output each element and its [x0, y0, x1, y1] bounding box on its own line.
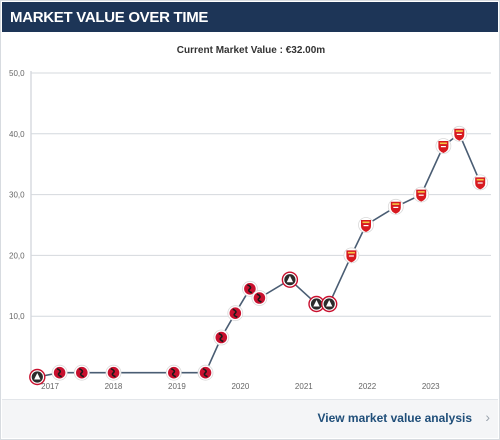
- y-tick-label: 10,0: [9, 312, 25, 321]
- card-title: MARKET VALUE OVER TIME: [10, 9, 209, 26]
- data-point-arsenal-icon[interactable]: [413, 186, 430, 203]
- chevron-right-icon[interactable]: ›: [485, 409, 490, 425]
- data-point-bournemouth-icon[interactable]: [105, 364, 122, 381]
- data-point-bournemouth-icon[interactable]: [227, 305, 244, 322]
- data-point-bournemouth-icon[interactable]: [251, 290, 268, 306]
- x-tick-label: 2018: [105, 382, 123, 391]
- x-tick-label: 2017: [41, 382, 59, 391]
- data-point-arsenal-icon[interactable]: [472, 174, 489, 191]
- data-point-bournemouth-icon[interactable]: [197, 364, 214, 381]
- data-point-arsenal-icon[interactable]: [451, 125, 468, 142]
- data-point-sheffield-united-icon[interactable]: [308, 295, 325, 313]
- x-tick-label: 2021: [295, 382, 313, 391]
- footer-divider: [2, 399, 498, 400]
- card-footer: View market value analysis ›: [2, 400, 498, 438]
- y-tick-label: 20,0: [9, 251, 25, 260]
- data-point-sheffield-united-icon[interactable]: [321, 295, 338, 313]
- data-point-arsenal-icon[interactable]: [358, 217, 374, 233]
- view-market-value-analysis-link[interactable]: View market value analysis: [317, 411, 472, 425]
- data-point-bournemouth-icon[interactable]: [165, 364, 182, 381]
- data-point-bournemouth-icon[interactable]: [73, 364, 90, 381]
- data-point-arsenal-icon[interactable]: [435, 138, 452, 154]
- data-point-sheffield-united-icon[interactable]: [281, 271, 299, 288]
- x-tick-label: 2020: [231, 382, 249, 391]
- x-tick-label: 2019: [168, 382, 186, 391]
- data-point-arsenal-icon[interactable]: [387, 198, 404, 215]
- y-tick-label: 50,0: [9, 69, 25, 78]
- card-header: MARKET VALUE OVER TIME: [2, 2, 498, 32]
- x-tick-label: 2022: [358, 382, 376, 391]
- y-tick-label: 30,0: [9, 191, 25, 200]
- data-point-bournemouth-icon[interactable]: [51, 364, 68, 381]
- current-market-value: Current Market Value : €32.00m: [176, 45, 326, 56]
- data-point-sheffield-united-icon[interactable]: [29, 368, 46, 386]
- x-tick-label: 2023: [422, 382, 440, 391]
- data-point-bournemouth-icon[interactable]: [241, 280, 258, 297]
- data-point-arsenal-icon[interactable]: [343, 247, 360, 264]
- data-point-bournemouth-icon[interactable]: [213, 329, 230, 346]
- y-tick-label: 40,0: [9, 130, 25, 139]
- market-value-chart: 50,0 40,0 30,0 20,0 10,0 2017 2018 2019 2020 2021…: [9, 69, 491, 391]
